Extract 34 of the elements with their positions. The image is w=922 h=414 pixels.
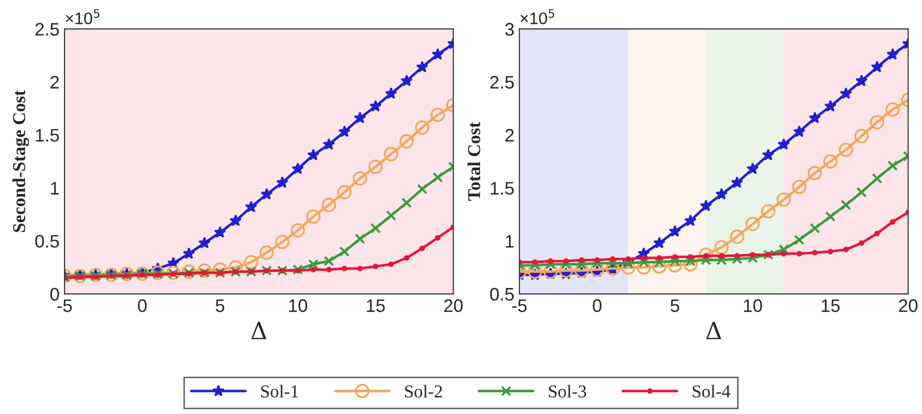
y-tick-label: 1 xyxy=(506,235,514,248)
y-tick-label: 2.5 xyxy=(490,76,514,89)
x-axis-title: Δ xyxy=(706,322,722,340)
x-tick-label: 5 xyxy=(670,299,680,312)
x-tick-label: 20 xyxy=(444,299,463,312)
legend-label: Sol-3 xyxy=(548,384,586,398)
x-tick-label: 15 xyxy=(366,299,385,312)
legend-label: Sol-2 xyxy=(405,384,442,398)
x-tick-label: 15 xyxy=(822,299,840,312)
x-tick-label: 0 xyxy=(138,299,147,312)
y-tick-label: 1.5 xyxy=(490,182,514,195)
y-tick-label: 3 xyxy=(505,22,514,36)
x-axis-title: Δ xyxy=(251,322,266,340)
y-tick-label: 0 xyxy=(50,288,59,301)
y-tick-label: 1.5 xyxy=(36,129,59,142)
x-tick-label: 0 xyxy=(592,299,602,312)
y-tick-label: 0.5 xyxy=(490,288,514,301)
y-tick-label: 1 xyxy=(51,182,59,194)
y-tick-label: 2 xyxy=(50,76,59,89)
y-tick-label: 0.5 xyxy=(35,234,59,248)
legend-label: Sol-1 xyxy=(261,384,298,398)
legend-label: Sol-4 xyxy=(692,384,730,398)
x-tick-label: -5 xyxy=(57,299,72,312)
text: ×10$^{5}$ xyxy=(520,9,554,24)
x-tick-label: -5 xyxy=(512,299,527,312)
x-tick-label: 5 xyxy=(216,299,224,312)
x-tick-label: 10 xyxy=(289,299,308,312)
text: ×10$^{5}$ xyxy=(66,9,100,24)
x-tick-label: 20 xyxy=(899,299,918,312)
y-axis-title: Second-Stage Cost xyxy=(12,90,30,232)
y-tick-label: 2 xyxy=(505,128,514,142)
x-tick-label: 10 xyxy=(744,299,762,312)
y-tick-label: 2.5 xyxy=(35,22,59,36)
y-axis-title: Total Cost xyxy=(468,122,480,201)
